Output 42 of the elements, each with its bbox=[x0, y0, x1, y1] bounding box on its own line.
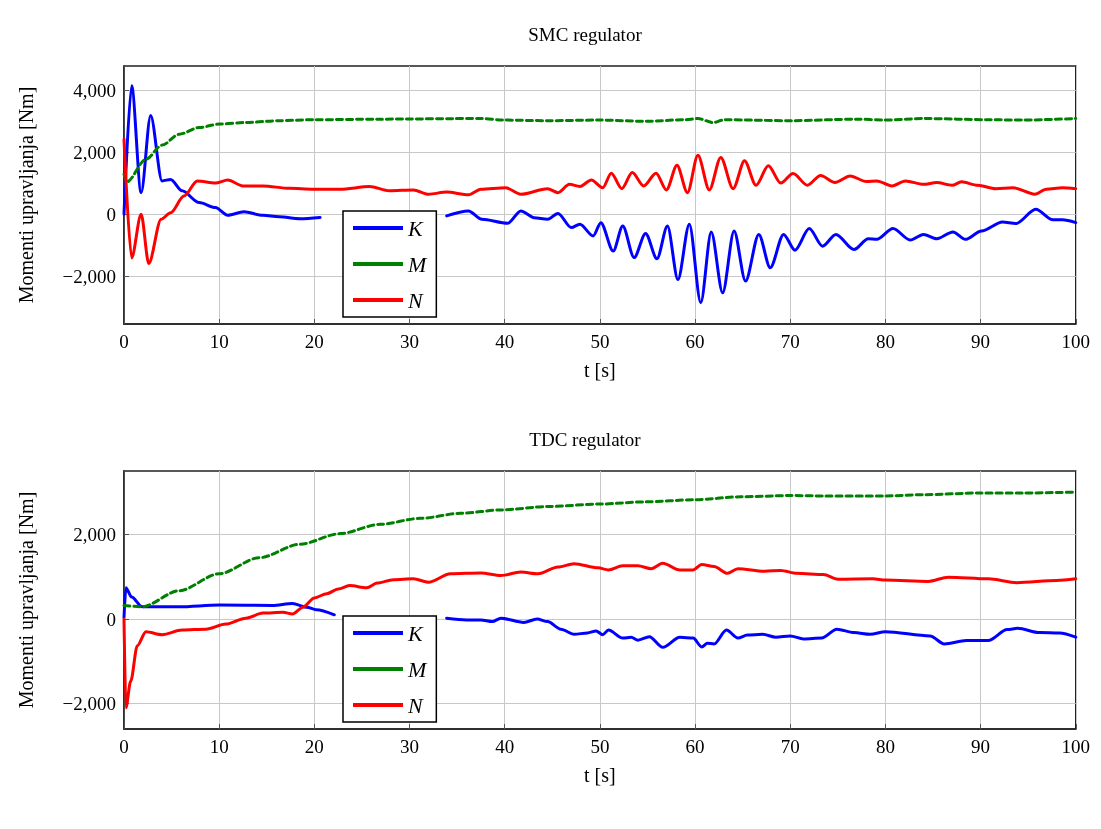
x-tick-label: 80 bbox=[875, 331, 895, 352]
y-tick-label: 2,000 bbox=[73, 523, 116, 545]
x-tick-label: 20 bbox=[304, 736, 324, 757]
y-axis-title: Momenti upravljanja [Nm] bbox=[15, 491, 38, 709]
y-tick-label: 0 bbox=[106, 203, 116, 225]
x-tick-label: 40 bbox=[495, 736, 515, 757]
x-tick-label: 20 bbox=[304, 331, 324, 352]
legend-label: K bbox=[407, 215, 424, 241]
x-tick-label: 100 bbox=[1061, 331, 1090, 352]
x-tick-label: 80 bbox=[875, 736, 895, 757]
y-axis-title: Momenti upravljanja [Nm] bbox=[15, 86, 38, 304]
y-tick-label: 2,000 bbox=[73, 142, 116, 164]
x-tick-label: 10 bbox=[209, 331, 229, 352]
chart-title: TDC regulator bbox=[529, 429, 642, 450]
x-tick-label: 30 bbox=[400, 736, 420, 757]
x-tick-label: 70 bbox=[780, 331, 800, 352]
chart-title: SMC regulator bbox=[528, 24, 643, 45]
legend-label: M bbox=[407, 656, 428, 682]
x-tick-label: 70 bbox=[780, 736, 800, 757]
y-tick-label: −2,000 bbox=[62, 265, 116, 287]
x-tick-label: 40 bbox=[495, 331, 515, 352]
y-tick-label: 4,000 bbox=[73, 80, 116, 102]
legend-label: M bbox=[407, 251, 428, 277]
y-tick-label: 0 bbox=[106, 608, 116, 630]
legend-label: N bbox=[407, 287, 424, 313]
x-tick-label: 60 bbox=[685, 331, 705, 352]
x-tick-label: 100 bbox=[1061, 736, 1090, 757]
x-tick-label: 90 bbox=[971, 331, 991, 352]
x-tick-label: 0 bbox=[119, 331, 129, 352]
x-tick-label: 60 bbox=[685, 736, 705, 757]
x-tick-label: 50 bbox=[590, 736, 610, 757]
legend-label: K bbox=[407, 620, 424, 646]
x-tick-label: 30 bbox=[400, 331, 420, 352]
x-tick-label: 0 bbox=[119, 736, 129, 757]
x-tick-label: 10 bbox=[209, 736, 229, 757]
y-tick-label: −2,000 bbox=[62, 693, 116, 715]
x-axis-title: t [s] bbox=[584, 764, 616, 786]
x-tick-label: 50 bbox=[590, 331, 610, 352]
x-axis-title: t [s] bbox=[584, 359, 616, 381]
line-series bbox=[122, 117, 1078, 184]
legend-label: N bbox=[407, 692, 424, 718]
x-tick-label: 90 bbox=[971, 736, 991, 757]
